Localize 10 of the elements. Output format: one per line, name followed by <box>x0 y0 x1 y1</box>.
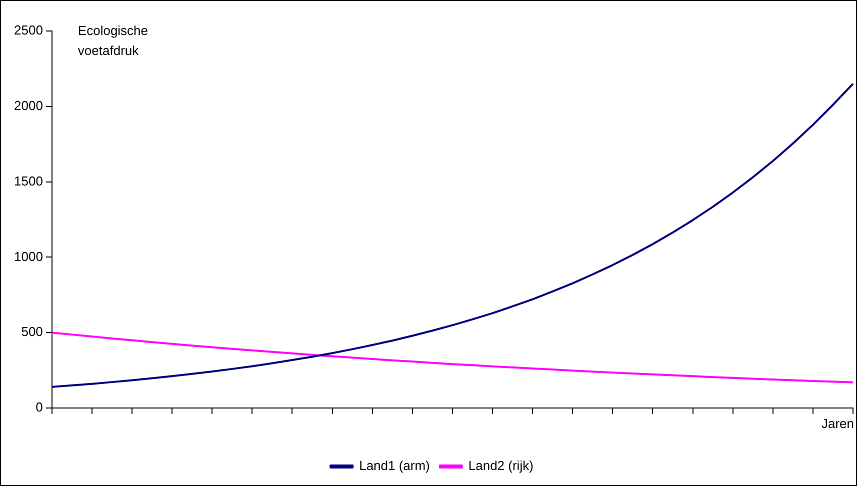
legend-label: Land2 (rijk) <box>468 458 534 474</box>
legend-label: Land1 (arm) <box>359 458 430 474</box>
y-tick-label: 0 <box>36 400 43 415</box>
y-tick-label: 1000 <box>14 248 43 264</box>
x-axis-title: Jaren <box>821 416 854 432</box>
y-axis-title: Ecologische voetafdruk <box>78 23 148 58</box>
y-tick-label: 2500 <box>14 22 43 38</box>
y-tick-label: 1500 <box>14 173 43 188</box>
y-tick-label: 500 <box>21 324 43 340</box>
y-tick-label: 2000 <box>14 98 43 113</box>
